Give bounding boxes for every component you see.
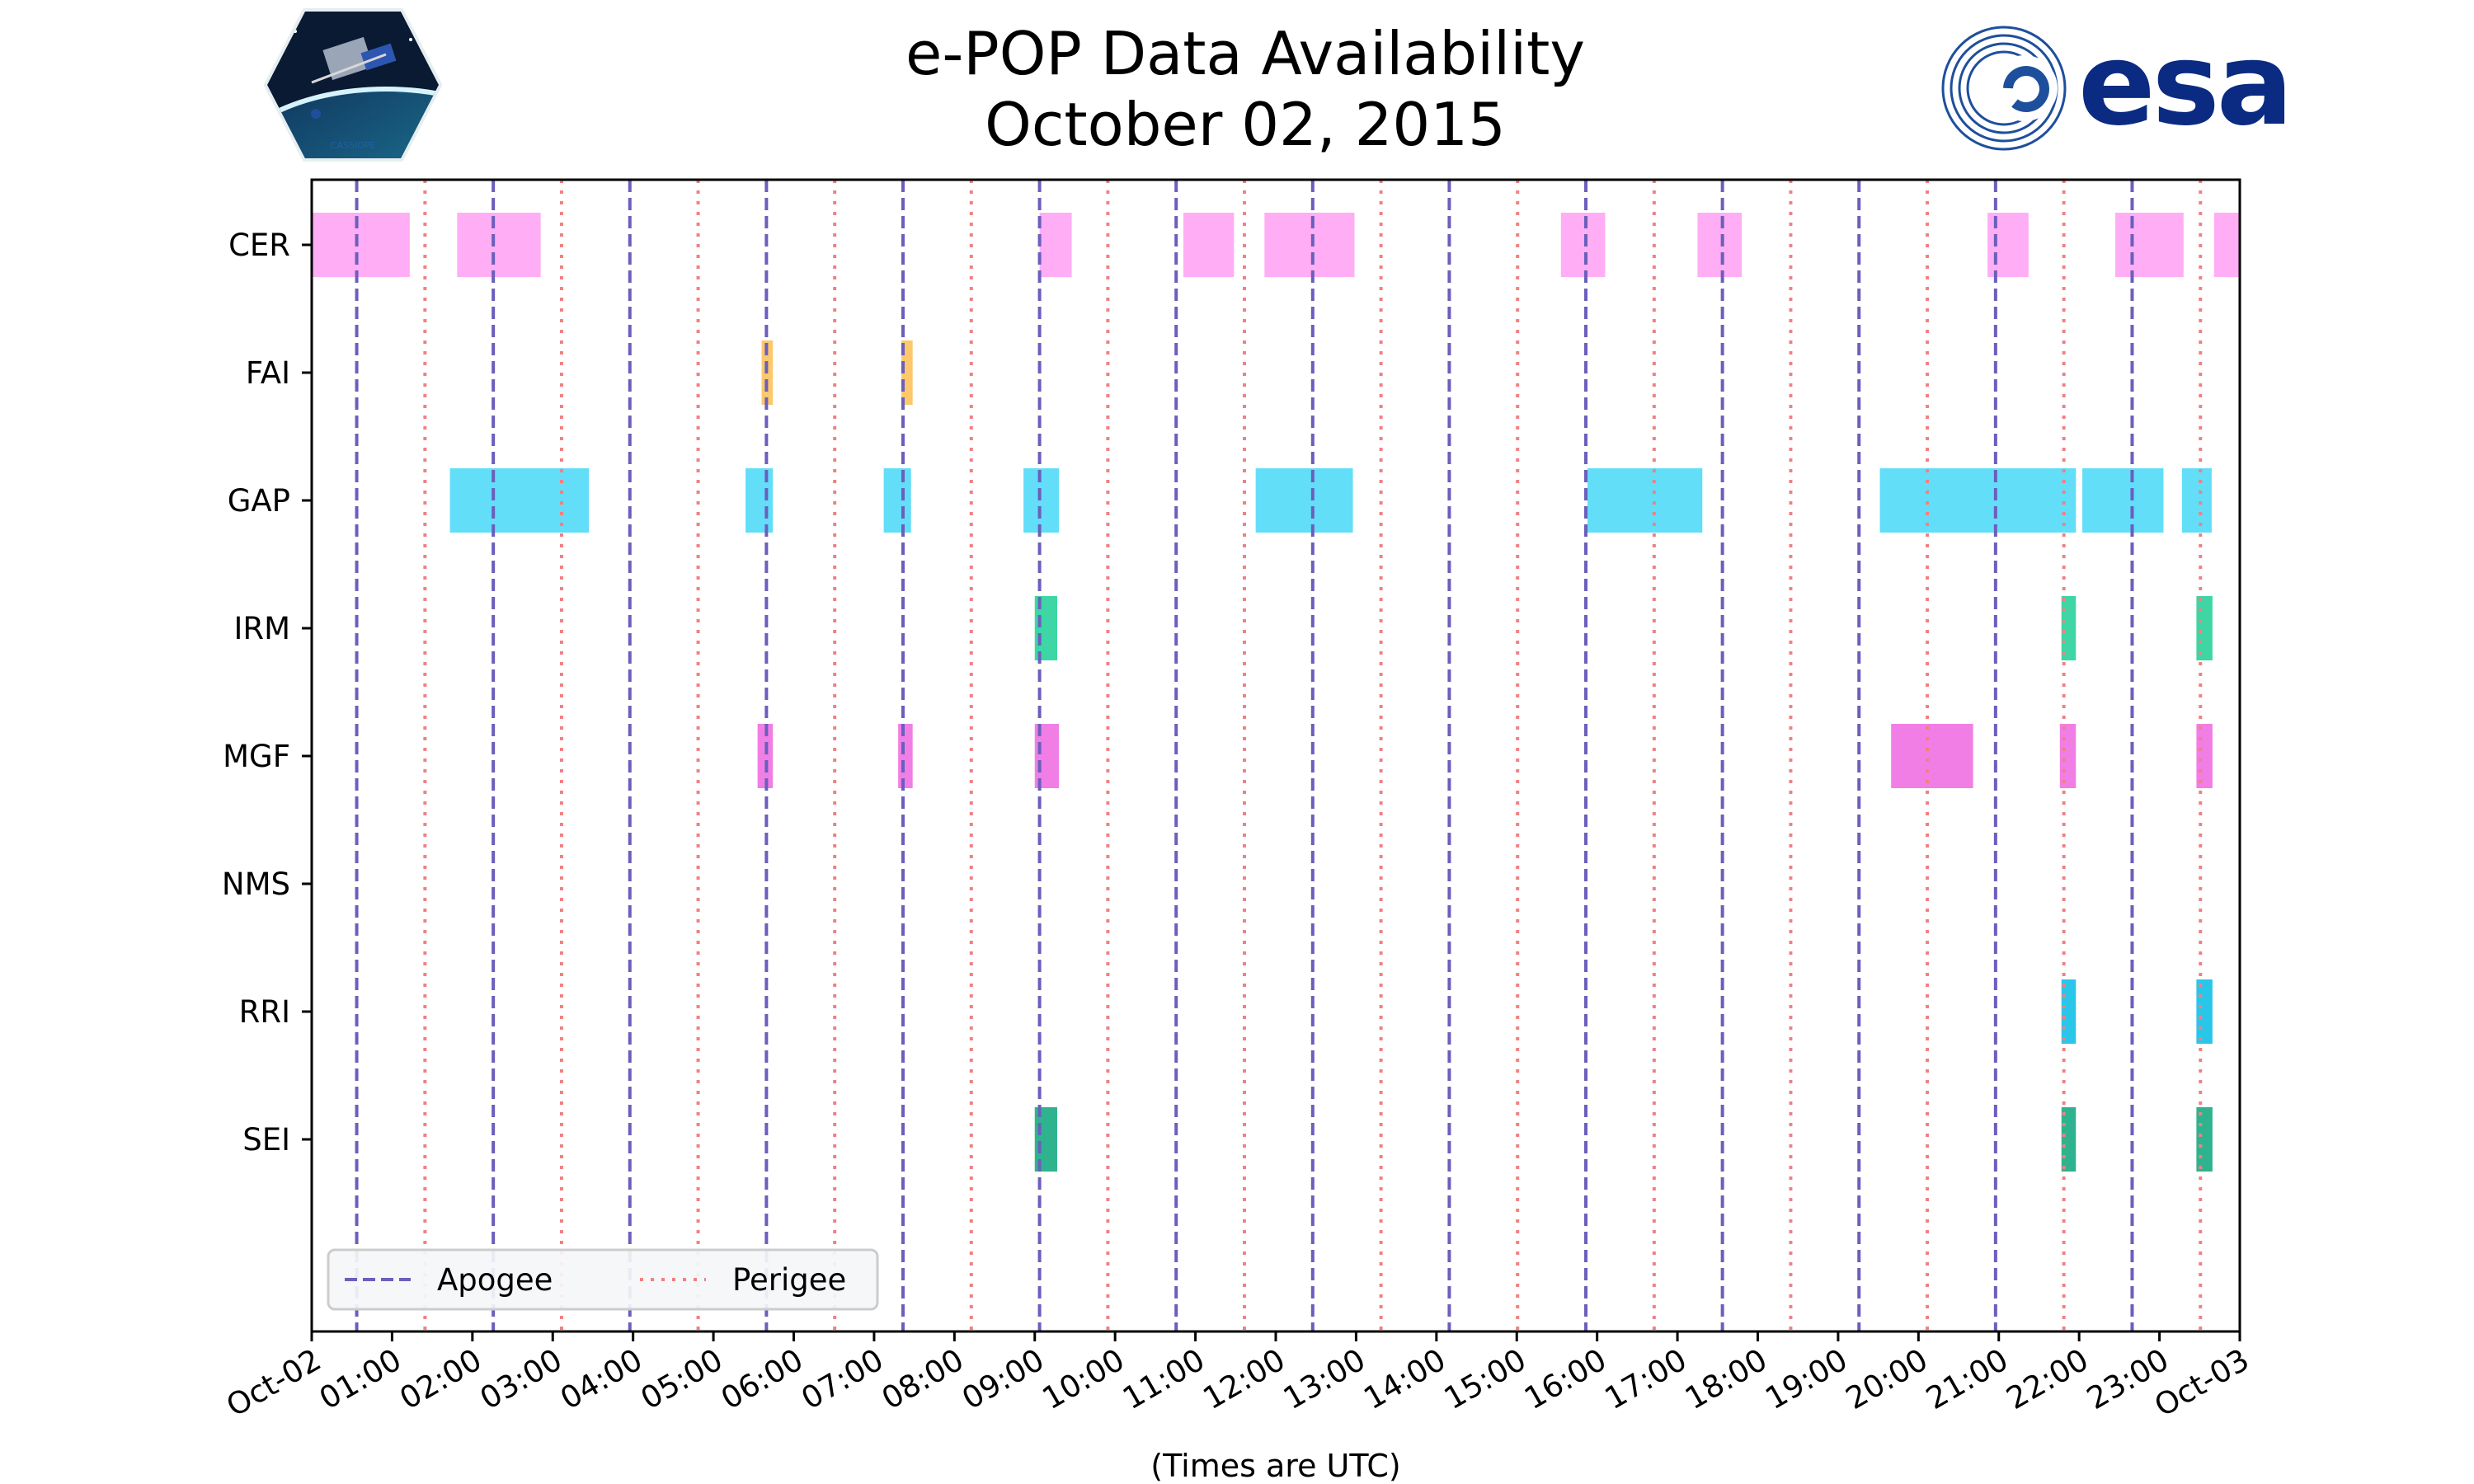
bar-mgf-1 (898, 724, 913, 788)
bar-cer-0 (312, 213, 410, 277)
data-bars (312, 213, 2240, 1172)
x-tick-label-18: 18:00 (1679, 1342, 1773, 1417)
orbit-event-lines (355, 180, 2203, 1331)
y-tick-label-rri: RRI (239, 994, 290, 1030)
bar-gap-2 (883, 468, 911, 533)
chart-title-line-1: e-POP Data Availability (905, 19, 1585, 88)
cassiope-caption: CASSIOPE (331, 140, 376, 151)
x-tick-label-20: 20:00 (1840, 1342, 1934, 1417)
x-tick-label-2: 02:00 (393, 1342, 487, 1417)
y-tick-label-cer: CER (228, 228, 290, 263)
legend-box (327, 1248, 879, 1311)
bar-gap-4 (1255, 468, 1353, 533)
x-tick-label-8: 08:00 (876, 1342, 970, 1417)
x-axis-label: (Times are UTC) (1150, 1448, 1400, 1484)
x-tick-label-0: Oct-02 (220, 1342, 327, 1424)
chart-title: e-POP Data Availability October 02, 2015 (0, 18, 2474, 160)
bar-gap-6 (1879, 468, 2077, 533)
bar-irm-1 (2061, 596, 2077, 660)
bar-irm-2 (2196, 596, 2213, 660)
bar-cer-7 (1987, 213, 2029, 277)
bar-sei-1 (2061, 1107, 2077, 1172)
bar-mgf-4 (2059, 724, 2077, 788)
x-tick-label-11: 11:00 (1117, 1342, 1211, 1417)
bar-cer-9 (2213, 213, 2240, 277)
bar-gap-8 (2181, 468, 2212, 533)
esa-logo: esa (1938, 18, 2309, 158)
bar-sei-2 (2196, 1107, 2213, 1172)
y-tick-label-fai: FAI (246, 355, 290, 391)
y-tick-label-nms: NMS (222, 866, 290, 902)
bar-cer-2 (1039, 213, 1072, 277)
y-tick-label-gap: GAP (228, 483, 290, 519)
bar-gap-0 (449, 468, 590, 533)
legend-perigee-label: Perigee (732, 1262, 846, 1298)
x-tick-label-1: 01:00 (313, 1342, 407, 1417)
x-tick-label-7: 07:00 (796, 1342, 890, 1417)
bar-gap-7 (2082, 468, 2164, 533)
x-tick-label-19: 19:00 (1760, 1342, 1854, 1417)
chart-title-line-2: October 02, 2015 (985, 90, 1506, 159)
x-tick-label-9: 09:00 (956, 1342, 1050, 1417)
bar-mgf-0 (757, 724, 774, 788)
y-tick-label-sei: SEI (242, 1122, 290, 1158)
axis-ticks: Oct-0201:0002:0003:0004:0005:0006:0007:0… (220, 228, 2255, 1424)
legend-apogee-label: Apogee (437, 1262, 553, 1298)
bar-gap-5 (1587, 468, 1703, 533)
bar-cer-4 (1264, 213, 1355, 277)
x-tick-label-22: 22:00 (2001, 1342, 2095, 1417)
x-tick-label-15: 15:00 (1438, 1342, 1532, 1417)
x-tick-label-10: 10:00 (1037, 1342, 1131, 1417)
bar-mgf-3 (1891, 724, 1973, 788)
x-tick-label-21: 21:00 (1920, 1342, 2014, 1417)
bar-cer-5 (1560, 213, 1606, 277)
x-tick-label-14: 14:00 (1357, 1342, 1451, 1417)
y-tick-label-irm: IRM (233, 611, 290, 646)
x-tick-label-12: 12:00 (1197, 1342, 1291, 1417)
x-tick-label-4: 04:00 (554, 1342, 648, 1417)
bar-gap-1 (745, 468, 774, 533)
x-tick-label-13: 13:00 (1277, 1342, 1371, 1417)
bar-rri-1 (2196, 979, 2213, 1044)
x-tick-label-3: 03:00 (474, 1342, 568, 1417)
cassiope-logo: CASSIOPE (262, 7, 444, 163)
x-tick-label-6: 06:00 (715, 1342, 809, 1417)
x-tick-label-17: 17:00 (1599, 1342, 1693, 1417)
bar-mgf-5 (2196, 724, 2213, 788)
bar-cer-8 (2115, 213, 2184, 277)
legend: Apogee Perigee (327, 1248, 879, 1311)
y-tick-label-mgf: MGF (223, 739, 290, 774)
bar-cer-6 (1697, 213, 1743, 277)
esa-wordmark: esa (2078, 18, 2293, 151)
bar-cer-1 (457, 213, 541, 277)
x-tick-label-16: 16:00 (1518, 1342, 1612, 1417)
x-tick-label-24: Oct-03 (2148, 1342, 2255, 1424)
bar-rri-0 (2061, 979, 2077, 1044)
bar-cer-3 (1183, 213, 1235, 277)
x-tick-label-5: 05:00 (635, 1342, 729, 1417)
